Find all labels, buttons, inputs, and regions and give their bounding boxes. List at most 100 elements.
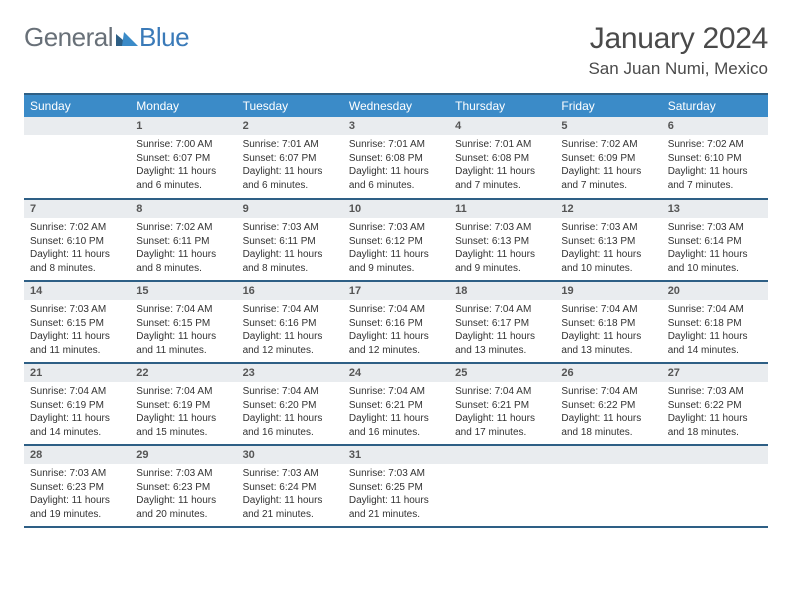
day-details: Sunrise: 7:02 AMSunset: 6:11 PMDaylight:… <box>130 218 236 280</box>
calendar-day-cell <box>662 445 768 527</box>
day-number: 7 <box>24 200 130 218</box>
day-number: 26 <box>555 364 661 382</box>
calendar-day-cell: 31Sunrise: 7:03 AMSunset: 6:25 PMDayligh… <box>343 445 449 527</box>
day-number: 4 <box>449 117 555 135</box>
day-details: Sunrise: 7:03 AMSunset: 6:25 PMDaylight:… <box>343 464 449 526</box>
day-details: Sunrise: 7:04 AMSunset: 6:22 PMDaylight:… <box>555 382 661 444</box>
calendar-day-cell: 19Sunrise: 7:04 AMSunset: 6:18 PMDayligh… <box>555 281 661 363</box>
day-number: 8 <box>130 200 236 218</box>
calendar-day-cell <box>555 445 661 527</box>
calendar-day-cell: 28Sunrise: 7:03 AMSunset: 6:23 PMDayligh… <box>24 445 130 527</box>
logo-text-general: General <box>24 22 113 53</box>
calendar-day-cell: 20Sunrise: 7:04 AMSunset: 6:18 PMDayligh… <box>662 281 768 363</box>
day-number <box>555 446 661 464</box>
day-details: Sunrise: 7:03 AMSunset: 6:23 PMDaylight:… <box>130 464 236 526</box>
month-title: January 2024 <box>588 22 768 56</box>
calendar-day-cell: 14Sunrise: 7:03 AMSunset: 6:15 PMDayligh… <box>24 281 130 363</box>
calendar-table: SundayMondayTuesdayWednesdayThursdayFrid… <box>24 93 768 528</box>
day-number: 13 <box>662 200 768 218</box>
weekday-header: Wednesday <box>343 94 449 117</box>
day-number: 12 <box>555 200 661 218</box>
day-number: 27 <box>662 364 768 382</box>
header: General Blue January 2024 San Juan Numi,… <box>24 22 768 79</box>
calendar-day-cell: 8Sunrise: 7:02 AMSunset: 6:11 PMDaylight… <box>130 199 236 281</box>
day-details: Sunrise: 7:02 AMSunset: 6:09 PMDaylight:… <box>555 135 661 197</box>
calendar-day-cell: 29Sunrise: 7:03 AMSunset: 6:23 PMDayligh… <box>130 445 236 527</box>
calendar-day-cell: 18Sunrise: 7:04 AMSunset: 6:17 PMDayligh… <box>449 281 555 363</box>
day-number: 30 <box>237 446 343 464</box>
logo-triangle-icon <box>116 30 138 46</box>
day-number <box>662 446 768 464</box>
day-number: 19 <box>555 282 661 300</box>
day-number: 10 <box>343 200 449 218</box>
weekday-header: Tuesday <box>237 94 343 117</box>
title-block: January 2024 San Juan Numi, Mexico <box>588 22 768 79</box>
calendar-week-row: 28Sunrise: 7:03 AMSunset: 6:23 PMDayligh… <box>24 445 768 527</box>
calendar-day-cell: 15Sunrise: 7:04 AMSunset: 6:15 PMDayligh… <box>130 281 236 363</box>
day-details: Sunrise: 7:03 AMSunset: 6:11 PMDaylight:… <box>237 218 343 280</box>
weekday-header: Friday <box>555 94 661 117</box>
day-details: Sunrise: 7:03 AMSunset: 6:13 PMDaylight:… <box>449 218 555 280</box>
day-details: Sunrise: 7:02 AMSunset: 6:10 PMDaylight:… <box>662 135 768 197</box>
calendar-day-cell: 30Sunrise: 7:03 AMSunset: 6:24 PMDayligh… <box>237 445 343 527</box>
calendar-day-cell: 21Sunrise: 7:04 AMSunset: 6:19 PMDayligh… <box>24 363 130 445</box>
day-number: 22 <box>130 364 236 382</box>
location: San Juan Numi, Mexico <box>588 59 768 79</box>
day-details: Sunrise: 7:04 AMSunset: 6:16 PMDaylight:… <box>343 300 449 362</box>
day-number: 1 <box>130 117 236 135</box>
day-number: 21 <box>24 364 130 382</box>
day-number: 9 <box>237 200 343 218</box>
calendar-day-cell: 9Sunrise: 7:03 AMSunset: 6:11 PMDaylight… <box>237 199 343 281</box>
weekday-header: Sunday <box>24 94 130 117</box>
day-details: Sunrise: 7:03 AMSunset: 6:15 PMDaylight:… <box>24 300 130 362</box>
calendar-day-cell: 6Sunrise: 7:02 AMSunset: 6:10 PMDaylight… <box>662 117 768 199</box>
day-number: 3 <box>343 117 449 135</box>
day-number: 15 <box>130 282 236 300</box>
day-details: Sunrise: 7:04 AMSunset: 6:17 PMDaylight:… <box>449 300 555 362</box>
day-number: 5 <box>555 117 661 135</box>
weekday-header: Thursday <box>449 94 555 117</box>
logo-text-blue: Blue <box>139 22 189 53</box>
calendar-body: 1Sunrise: 7:00 AMSunset: 6:07 PMDaylight… <box>24 117 768 527</box>
calendar-day-cell: 11Sunrise: 7:03 AMSunset: 6:13 PMDayligh… <box>449 199 555 281</box>
calendar-day-cell: 12Sunrise: 7:03 AMSunset: 6:13 PMDayligh… <box>555 199 661 281</box>
day-number: 31 <box>343 446 449 464</box>
day-details: Sunrise: 7:03 AMSunset: 6:13 PMDaylight:… <box>555 218 661 280</box>
day-number: 23 <box>237 364 343 382</box>
calendar-week-row: 21Sunrise: 7:04 AMSunset: 6:19 PMDayligh… <box>24 363 768 445</box>
day-number: 29 <box>130 446 236 464</box>
calendar-day-cell <box>449 445 555 527</box>
calendar-day-cell: 23Sunrise: 7:04 AMSunset: 6:20 PMDayligh… <box>237 363 343 445</box>
calendar-week-row: 14Sunrise: 7:03 AMSunset: 6:15 PMDayligh… <box>24 281 768 363</box>
day-number: 16 <box>237 282 343 300</box>
day-number: 18 <box>449 282 555 300</box>
day-details: Sunrise: 7:04 AMSunset: 6:21 PMDaylight:… <box>449 382 555 444</box>
day-details: Sunrise: 7:03 AMSunset: 6:24 PMDaylight:… <box>237 464 343 526</box>
calendar-day-cell: 17Sunrise: 7:04 AMSunset: 6:16 PMDayligh… <box>343 281 449 363</box>
day-details: Sunrise: 7:04 AMSunset: 6:21 PMDaylight:… <box>343 382 449 444</box>
weekday-header-row: SundayMondayTuesdayWednesdayThursdayFrid… <box>24 94 768 117</box>
weekday-header: Monday <box>130 94 236 117</box>
day-number: 25 <box>449 364 555 382</box>
day-details: Sunrise: 7:04 AMSunset: 6:18 PMDaylight:… <box>662 300 768 362</box>
calendar-day-cell: 16Sunrise: 7:04 AMSunset: 6:16 PMDayligh… <box>237 281 343 363</box>
day-details: Sunrise: 7:03 AMSunset: 6:23 PMDaylight:… <box>24 464 130 526</box>
calendar-day-cell: 13Sunrise: 7:03 AMSunset: 6:14 PMDayligh… <box>662 199 768 281</box>
calendar-day-cell: 26Sunrise: 7:04 AMSunset: 6:22 PMDayligh… <box>555 363 661 445</box>
day-details: Sunrise: 7:04 AMSunset: 6:16 PMDaylight:… <box>237 300 343 362</box>
day-details: Sunrise: 7:04 AMSunset: 6:15 PMDaylight:… <box>130 300 236 362</box>
day-number: 2 <box>237 117 343 135</box>
calendar-day-cell <box>24 117 130 199</box>
day-number <box>24 117 130 135</box>
day-details: Sunrise: 7:03 AMSunset: 6:14 PMDaylight:… <box>662 218 768 280</box>
day-number: 14 <box>24 282 130 300</box>
calendar-day-cell: 27Sunrise: 7:03 AMSunset: 6:22 PMDayligh… <box>662 363 768 445</box>
day-details: Sunrise: 7:04 AMSunset: 6:20 PMDaylight:… <box>237 382 343 444</box>
calendar-week-row: 7Sunrise: 7:02 AMSunset: 6:10 PMDaylight… <box>24 199 768 281</box>
calendar-day-cell: 5Sunrise: 7:02 AMSunset: 6:09 PMDaylight… <box>555 117 661 199</box>
day-details: Sunrise: 7:01 AMSunset: 6:07 PMDaylight:… <box>237 135 343 197</box>
calendar-day-cell: 24Sunrise: 7:04 AMSunset: 6:21 PMDayligh… <box>343 363 449 445</box>
day-details: Sunrise: 7:02 AMSunset: 6:10 PMDaylight:… <box>24 218 130 280</box>
day-details: Sunrise: 7:04 AMSunset: 6:18 PMDaylight:… <box>555 300 661 362</box>
weekday-header: Saturday <box>662 94 768 117</box>
